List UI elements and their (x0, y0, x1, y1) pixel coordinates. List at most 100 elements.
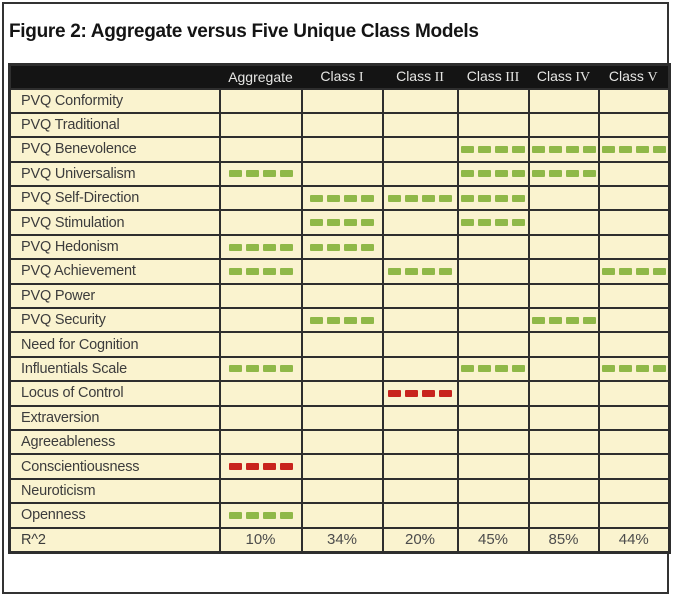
row-label: PVQ Power (8, 282, 221, 310)
r2-value: 45% (456, 526, 530, 554)
r2-value: 20% (381, 526, 459, 554)
empty-cell (456, 258, 530, 285)
empty-cell (381, 233, 459, 261)
dash-segment (635, 365, 649, 373)
dash-segment (361, 219, 374, 227)
table-row: PVQ Traditional (8, 111, 671, 139)
empty-cell (218, 185, 303, 212)
table-row: Openness (8, 502, 671, 529)
dash-segment (388, 194, 401, 202)
red-dash-indicator (384, 389, 457, 397)
empty-cell (381, 111, 459, 139)
empty-cell (597, 380, 671, 407)
dash-segment (618, 145, 632, 153)
table-row: PVQ Benevolence (8, 136, 671, 163)
empty-cell (456, 428, 530, 456)
empty-cell (218, 404, 303, 431)
dash-segment (310, 219, 323, 227)
dash-segment (245, 170, 259, 178)
indicator-cell (527, 160, 600, 188)
empty-cell (456, 282, 530, 310)
empty-cell (527, 428, 600, 456)
indicator-cell (218, 502, 303, 529)
dash-segment (635, 145, 649, 153)
dash-segment (279, 243, 293, 251)
indicator-cell (300, 209, 384, 236)
table-row: Extraversion (8, 404, 671, 431)
empty-cell (381, 428, 459, 456)
green-dash-indicator (221, 170, 301, 178)
dash-segment (512, 365, 525, 373)
dash-segment (245, 365, 259, 373)
dash-segment (262, 170, 276, 178)
indicator-cell (218, 258, 303, 285)
empty-cell (456, 87, 530, 114)
dash-segment (495, 365, 508, 373)
table-row: PVQ Hedonism (8, 233, 671, 261)
empty-cell (456, 453, 530, 480)
dash-segment (361, 316, 374, 324)
dash-segment (262, 365, 276, 373)
green-dash-indicator (303, 243, 382, 251)
empty-cell (597, 111, 671, 139)
dash-segment (548, 316, 562, 324)
empty-cell (381, 160, 459, 188)
empty-cell (597, 502, 671, 529)
dash-segment (582, 316, 596, 324)
dash-segment (422, 267, 435, 275)
empty-cell (300, 111, 384, 139)
column-header-class-iii: Class III (466, 67, 520, 85)
green-dash-indicator (384, 267, 457, 275)
dash-segment (478, 170, 491, 178)
table-row: PVQ Self-Direction (8, 185, 671, 212)
green-dash-indicator (221, 511, 301, 519)
indicator-cell (218, 233, 303, 261)
green-dash-indicator (221, 365, 301, 373)
table-row: Agreeableness (8, 428, 671, 456)
indicator-cell (456, 355, 530, 383)
indicator-cell (456, 136, 530, 163)
dash-segment (405, 194, 418, 202)
green-dash-indicator (530, 316, 598, 324)
empty-cell (381, 331, 459, 358)
empty-cell (527, 502, 600, 529)
indicator-cell (381, 258, 459, 285)
dash-segment (344, 243, 357, 251)
row-label: Openness (8, 502, 221, 529)
dash-segment (582, 170, 596, 178)
empty-cell (381, 355, 459, 383)
green-dash-indicator (459, 365, 528, 373)
dash-segment (262, 463, 276, 471)
green-dash-indicator (221, 243, 301, 251)
empty-cell (300, 380, 384, 407)
green-dash-indicator (459, 194, 528, 202)
empty-cell (381, 87, 459, 114)
dash-segment (478, 194, 491, 202)
green-dash-indicator (459, 170, 528, 178)
header-row: Aggregate Class I Class II Class III Class I… (9, 64, 670, 89)
empty-cell (527, 185, 600, 212)
row-label: PVQ Benevolence (8, 136, 221, 163)
dash-segment (228, 511, 242, 519)
dash-segment (495, 170, 508, 178)
dash-segment (344, 219, 357, 227)
green-dash-indicator (221, 267, 301, 275)
dash-segment (512, 145, 525, 153)
empty-cell (218, 428, 303, 456)
green-dash-indicator (530, 145, 598, 153)
row-label: R^2 (8, 526, 221, 554)
dash-segment (228, 170, 242, 178)
empty-cell (597, 477, 671, 505)
empty-cell (300, 87, 384, 114)
empty-cell (381, 209, 459, 236)
empty-cell (456, 111, 530, 139)
dash-segment (262, 243, 276, 251)
row-label: Neuroticism (8, 477, 221, 505)
dash-segment (652, 365, 666, 373)
dash-segment (478, 145, 491, 153)
indicator-cell (218, 453, 303, 480)
dash-segment (228, 463, 242, 471)
table-row: PVQ Conformity (8, 87, 671, 114)
dash-segment (327, 219, 340, 227)
